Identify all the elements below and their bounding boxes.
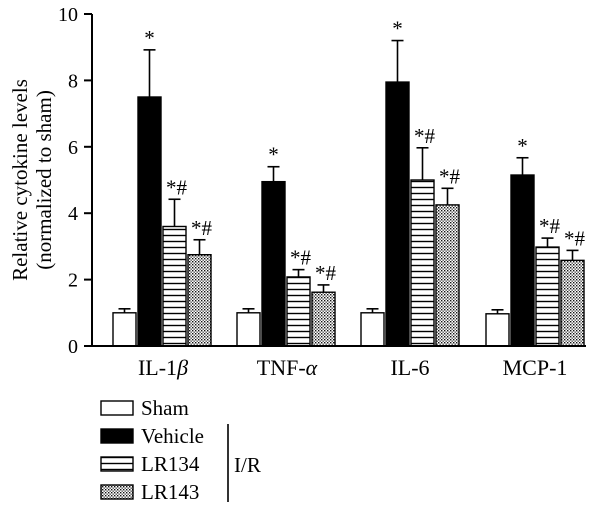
legend-swatch-sham — [100, 400, 134, 416]
legend-label-vehicle: Vehicle — [141, 424, 204, 448]
significance-mark: *# — [439, 164, 461, 188]
legend-swatch-lr134 — [100, 456, 134, 472]
bars: **#*#**#*#**#*#**#*# — [112, 17, 586, 347]
x-tick-label-text: IL-6 — [390, 355, 429, 380]
x-tick-label: IL-1β — [138, 355, 188, 380]
significance-mark: * — [392, 17, 403, 41]
significance-mark: *# — [564, 226, 586, 250]
x-tick-label-greek: β — [176, 355, 188, 380]
significance-mark: *# — [414, 124, 436, 148]
significance-mark: *# — [166, 175, 188, 199]
bar-sham-1 — [112, 312, 137, 347]
bar-vehicle-4 — [510, 174, 535, 347]
bar-sham-3 — [360, 312, 385, 347]
bar-lr143-3 — [435, 204, 460, 347]
significance-mark: * — [144, 26, 155, 50]
x-tick-label-greek: α — [306, 355, 318, 380]
bar-lr143-2 — [311, 291, 336, 347]
significance-mark: *# — [290, 246, 312, 270]
significance-mark: *# — [315, 261, 337, 285]
legend: Sham Vehicle LR134 LR143 I/R — [100, 396, 261, 504]
legend-label-lr143: LR143 — [141, 480, 199, 504]
bar-sham-2 — [236, 312, 261, 347]
y-axis-label-line1: Relative cytokine levels — [8, 79, 32, 281]
legend-swatch-vehicle — [100, 428, 134, 444]
bar-lr134-4 — [535, 246, 560, 347]
legend-swatch-lr143 — [100, 484, 134, 500]
y-tick-label: 8 — [68, 70, 78, 92]
bar-vehicle-1 — [137, 96, 162, 347]
y-tick-label: 4 — [68, 203, 78, 225]
legend-label-sham: Sham — [141, 396, 189, 420]
bar-lr143-4 — [560, 259, 585, 347]
y-tick-label: 0 — [68, 336, 78, 358]
y-tick-label: 2 — [68, 270, 78, 292]
x-tick-label: MCP-1 — [503, 355, 568, 380]
group-label-ir: I/R — [234, 453, 261, 477]
y-axis-label: Relative cytokine levels (normalized to s… — [8, 79, 56, 281]
bar-lr134-3 — [410, 179, 435, 347]
bar-vehicle-2 — [261, 180, 286, 347]
x-tick-label-text: IL-1 — [138, 355, 177, 380]
significance-mark: * — [517, 134, 528, 158]
axes: 0 2 4 6 8 10 — [58, 4, 586, 358]
bar-lr134-2 — [286, 276, 311, 347]
x-tick-labels: IL-1β TNF-α IL-6 MCP-1 — [138, 355, 567, 380]
legend-label-lr134: LR134 — [141, 452, 200, 476]
x-tick-label: TNF-α — [257, 355, 318, 380]
x-tick-label-text: MCP-1 — [503, 355, 568, 380]
bar-sham-4 — [485, 313, 510, 347]
bar-lr143-1 — [187, 253, 212, 347]
bar-vehicle-3 — [385, 81, 410, 347]
x-tick-label: IL-6 — [390, 355, 429, 380]
bar-lr134-1 — [162, 225, 187, 347]
x-tick-label-text: TNF- — [257, 355, 306, 380]
y-tick-label: 6 — [68, 137, 78, 159]
significance-mark: *# — [191, 216, 213, 240]
significance-mark: *# — [539, 214, 561, 238]
y-axis-label-line2: (normalized to sham) — [32, 90, 56, 270]
significance-mark: * — [268, 143, 279, 167]
y-tick-label: 10 — [58, 4, 78, 26]
